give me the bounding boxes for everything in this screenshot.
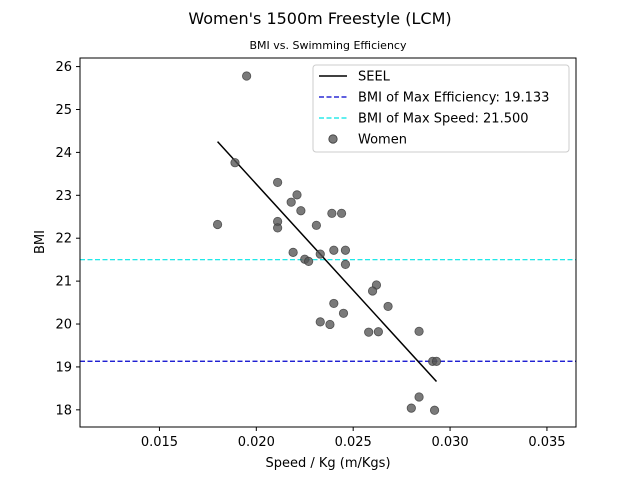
y-tick-label: 20 bbox=[55, 318, 72, 333]
y-tick-label: 18 bbox=[55, 403, 72, 418]
legend-label: Women bbox=[358, 133, 407, 148]
data-point bbox=[242, 71, 252, 81]
chart-title: Women's 1500m Freestyle (LCM) bbox=[188, 9, 451, 28]
x-axis-label: Speed / Kg (m/Kgs) bbox=[265, 456, 390, 471]
data-point bbox=[273, 177, 283, 188]
y-tick-label: 23 bbox=[55, 189, 72, 204]
data-point bbox=[364, 327, 374, 337]
data-point bbox=[431, 356, 442, 366]
data-point bbox=[336, 208, 347, 218]
data-point bbox=[288, 247, 298, 257]
data-point bbox=[304, 256, 314, 266]
legend-handle-marker bbox=[328, 134, 338, 144]
data-point bbox=[327, 208, 337, 218]
x-tick-label: 0.025 bbox=[335, 435, 372, 450]
y-tick-label: 26 bbox=[55, 60, 72, 75]
plot-area bbox=[79, 57, 577, 428]
data-point bbox=[414, 326, 424, 336]
plot-series bbox=[80, 71, 576, 415]
plot-frame bbox=[79, 57, 577, 428]
data-point bbox=[329, 245, 339, 255]
x-axis-ticks: 0.015 0.020 0.025 0.030 0.035 bbox=[141, 427, 566, 450]
data-point bbox=[373, 327, 383, 337]
data-point bbox=[414, 392, 424, 402]
data-point bbox=[325, 319, 335, 330]
data-point bbox=[212, 219, 223, 230]
data-point bbox=[315, 249, 325, 259]
data-point bbox=[406, 403, 416, 413]
data-point bbox=[367, 286, 378, 296]
x-tick-label: 0.015 bbox=[141, 435, 178, 450]
legend-label: BMI of Max Speed: 21.500 bbox=[358, 112, 529, 127]
data-point bbox=[340, 259, 351, 269]
y-tick-label: 21 bbox=[55, 275, 72, 290]
data-point bbox=[286, 197, 296, 207]
x-tick-label: 0.020 bbox=[238, 435, 275, 450]
data-point bbox=[383, 301, 393, 312]
legend-label: SEEL bbox=[358, 70, 391, 85]
data-point bbox=[329, 298, 339, 309]
y-tick-label: 19 bbox=[55, 360, 72, 375]
legend-label: BMI of Max Efficiency: 19.133 bbox=[358, 91, 549, 106]
x-tick-label: 0.030 bbox=[431, 435, 468, 450]
y-axis-label: BMI bbox=[33, 230, 48, 254]
data-point bbox=[273, 223, 283, 233]
data-point bbox=[315, 317, 325, 327]
legend-box bbox=[312, 64, 570, 153]
data-point bbox=[338, 308, 349, 318]
y-tick-label: 25 bbox=[55, 103, 72, 118]
trend-line bbox=[217, 141, 438, 383]
y-axis-ticks: 18 19 20 21 22 23 24 25 26 bbox=[55, 60, 80, 418]
data-point bbox=[296, 206, 306, 216]
x-tick-label: 0.035 bbox=[528, 435, 565, 450]
y-tick-label: 24 bbox=[55, 146, 72, 161]
legend: SEEL BMI of Max Efficiency: 19.133 BMI of … bbox=[312, 64, 570, 153]
data-point bbox=[230, 158, 240, 168]
data-point bbox=[311, 220, 321, 230]
chart-subtitle: BMI vs. Swimming Efficiency bbox=[250, 39, 407, 52]
data-point bbox=[340, 245, 351, 255]
data-point bbox=[292, 190, 302, 200]
data-point bbox=[429, 405, 440, 415]
y-tick-label: 22 bbox=[55, 232, 72, 247]
